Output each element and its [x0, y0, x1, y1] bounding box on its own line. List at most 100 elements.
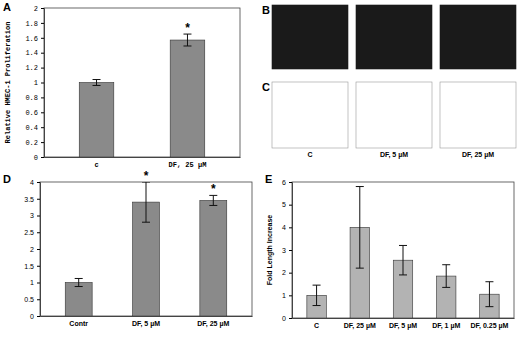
error-bar [93, 80, 101, 86]
y-tick-mark [289, 182, 292, 183]
error-stem [359, 187, 360, 269]
bar [79, 83, 114, 158]
marks [79, 34, 205, 157]
y-tick-label: 3 [30, 212, 34, 219]
x-tick-label: C [314, 322, 319, 329]
error-bar [209, 195, 217, 205]
y-tick-label: 1.5 [24, 262, 34, 269]
y-tick-label: 2 [30, 246, 34, 253]
y-tick: 2 [30, 246, 40, 253]
x-tick-label: DF, 25 µM [169, 161, 207, 169]
x-tick: C [314, 318, 319, 329]
error-cap [399, 245, 407, 246]
y-tick: 1.6 [25, 35, 44, 43]
x-tick-label: DF, 5 µM [389, 322, 417, 330]
x-axis-line [45, 157, 241, 158]
x-tick: c [94, 157, 98, 169]
y-tick-label: 1.4 [25, 49, 38, 57]
error-stem [96, 80, 97, 86]
error-stem [146, 182, 147, 222]
y-tick-mark [41, 68, 44, 69]
y-tick-mark [37, 299, 40, 300]
x-tick-label: Contr [69, 320, 88, 327]
x-tick-label: DF, 25 µM [197, 320, 229, 328]
y-tick: 0.4 [25, 124, 44, 132]
y-tick-label: 0.5 [24, 296, 34, 303]
micrograph [272, 5, 348, 69]
y-tick-mark [37, 316, 40, 317]
y-axis-line [41, 9, 45, 158]
significance-mark: * [185, 21, 190, 35]
y-tick-mark [41, 157, 44, 158]
y-tick-label: 5 [282, 201, 286, 208]
panel-0: A00.20.40.60.811.21.41.61.82cDF, 25 µMRe… [3, 1, 241, 169]
x-tick: DF, 5 µM [132, 316, 160, 328]
error-cap [442, 287, 450, 288]
y-tick-label: 4 [282, 224, 286, 231]
x-axis: c DF, 25 µM [45, 157, 241, 169]
x-tick-label: DF, 0.25 µM [470, 322, 508, 330]
y-tick: 1.2 [25, 64, 44, 72]
y-tick-label: 0.6 [25, 109, 38, 117]
micrograph [440, 82, 516, 148]
error-bar [183, 34, 191, 46]
y-tick-mark [289, 273, 292, 274]
y-tick-mark [289, 295, 292, 296]
error-cap [485, 306, 493, 307]
y-tick: 0 [30, 313, 40, 320]
y-tick-mark [37, 266, 40, 267]
micrograph [356, 82, 432, 148]
error-cap [356, 186, 364, 187]
y-tick-label: 0 [30, 313, 34, 320]
x-tick: DF, 25 µM [197, 316, 229, 328]
y-tick: 3 [30, 212, 40, 219]
error-bar [75, 278, 83, 286]
y-tick: 5 [282, 201, 292, 208]
y-tick: 2 [34, 5, 44, 13]
y-tick-label: 1 [34, 79, 38, 87]
y-tick: 3 [282, 247, 292, 254]
error-cap [75, 278, 83, 279]
significance-mark: * [211, 182, 216, 196]
y-tick: 1 [282, 292, 292, 299]
error-bar [356, 187, 364, 269]
error-bar [485, 282, 493, 307]
error-stem [78, 278, 79, 286]
bar [200, 200, 227, 316]
panel-letter: C [262, 81, 270, 93]
micrograph [356, 5, 432, 69]
error-stem [403, 245, 404, 274]
bar [65, 283, 92, 317]
error-cap [93, 79, 101, 80]
y-tick-mark [37, 249, 40, 250]
error-stem [316, 285, 317, 305]
marks [307, 187, 499, 318]
y-axis-line [37, 183, 41, 317]
error-stem [446, 265, 447, 288]
error-cap [93, 85, 101, 86]
y-tick: 0.5 [24, 296, 40, 303]
y-tick-label: 1.2 [25, 64, 38, 72]
significance-mark: * [144, 169, 149, 183]
error-bar [142, 182, 150, 222]
y-tick: 1 [30, 279, 40, 286]
plot-frame [292, 182, 514, 318]
y-tick-label: 0 [282, 315, 286, 322]
y-tick-mark [37, 283, 40, 284]
error-bar [399, 245, 407, 274]
x-tick-label: DF, 25 µM [344, 322, 376, 330]
y-tick-label: 2.5 [24, 229, 34, 236]
y-tick-mark [41, 97, 44, 98]
x-tick-label: DF, 5 µM [132, 320, 160, 328]
panel-letter: E [265, 173, 272, 185]
image-panel-0: B [262, 4, 516, 69]
y-tick-mark [289, 205, 292, 206]
error-cap [142, 222, 150, 223]
y-tick-mark [41, 53, 44, 54]
figure: A00.20.40.60.811.21.41.61.82cDF, 25 µMRe… [0, 0, 520, 338]
y-tick-label: 0.2 [25, 139, 38, 147]
y-tick-label: 1.6 [25, 35, 38, 43]
y-tick: 0.6 [25, 109, 44, 117]
y-tick-label: 1 [30, 279, 34, 286]
y-tick-mark [37, 232, 40, 233]
